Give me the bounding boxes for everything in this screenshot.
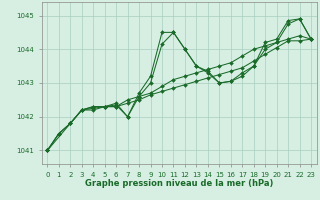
X-axis label: Graphe pression niveau de la mer (hPa): Graphe pression niveau de la mer (hPa): [85, 179, 273, 188]
